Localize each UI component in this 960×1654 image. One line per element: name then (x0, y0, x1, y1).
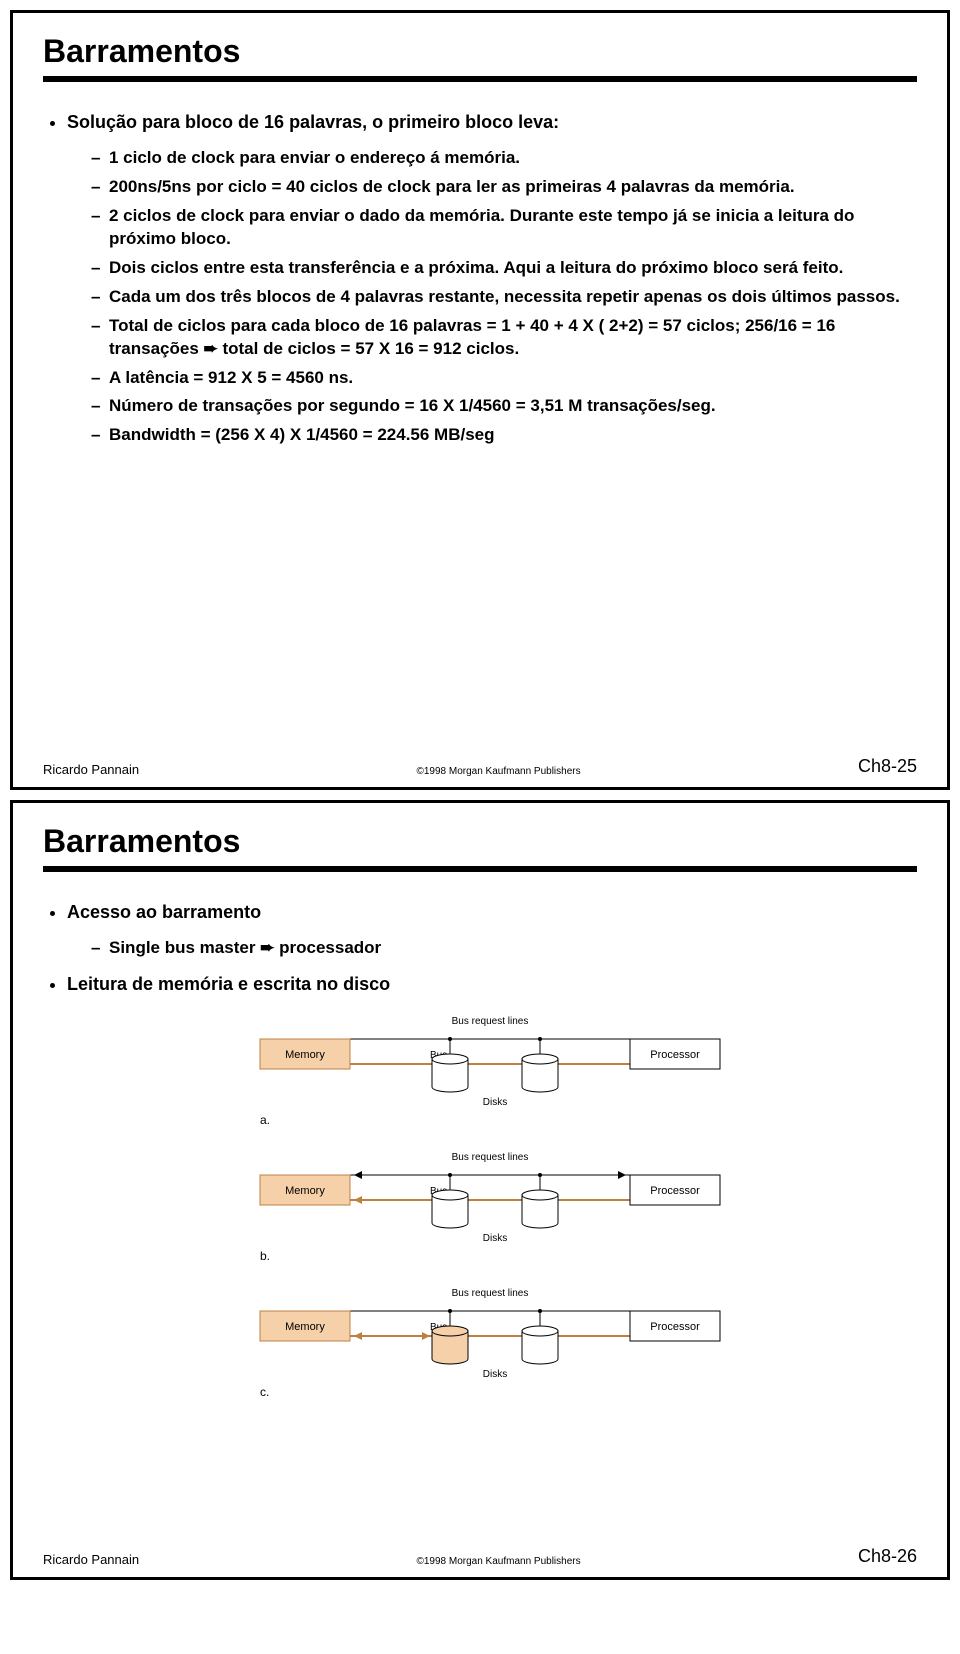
diagram-row-b: Bus request linesBusMemoryProcessorDisks… (200, 1145, 760, 1263)
bus-diagram: Bus request linesBusMemoryProcessorDisks… (200, 1009, 760, 1399)
diagram-label-a: a. (260, 1113, 760, 1127)
diagram-row-c: Bus request linesBusMemoryProcessorDisks… (200, 1281, 760, 1399)
sub-item: Cada um dos três blocos de 4 palavras re… (91, 286, 917, 309)
diagram-svg-a: Bus request linesBusMemoryProcessorDisks (200, 1009, 760, 1109)
bullet-main: Solução para bloco de 16 palavras, o pri… (67, 112, 917, 447)
slide-title: Barramentos (43, 33, 917, 70)
slide-content: Acesso ao barramento Single bus master ➨… (43, 902, 917, 1526)
svg-text:Disks: Disks (483, 1097, 507, 1108)
slide-footer: Ricardo Pannain ©1998 Morgan Kaufmann Pu… (43, 756, 917, 777)
bullet-leitura: Leitura de memória e escrita no disco (67, 974, 917, 995)
footer-author: Ricardo Pannain (43, 762, 139, 777)
bullet-main-text: Solução para bloco de 16 palavras, o pri… (67, 112, 559, 132)
footer-copyright: ©1998 Morgan Kaufmann Publishers (416, 766, 580, 777)
footer-page: Ch8-26 (858, 1546, 917, 1567)
svg-text:Bus request lines: Bus request lines (452, 1288, 529, 1299)
sub-item: A latência = 912 X 5 = 4560 ns. (91, 367, 917, 390)
diagram-row-a: Bus request linesBusMemoryProcessorDisks… (200, 1009, 760, 1127)
footer-author: Ricardo Pannain (43, 1552, 139, 1567)
footer-page: Ch8-25 (858, 756, 917, 777)
sub-item: Bandwidth = (256 X 4) X 1/4560 = 224.56 … (91, 424, 917, 447)
sub-item: 1 ciclo de clock para enviar o endereço … (91, 147, 917, 170)
sub-item: Total de ciclos para cada bloco de 16 pa… (91, 315, 917, 361)
slide-2: Barramentos Acesso ao barramento Single … (10, 800, 950, 1580)
title-underline (43, 76, 917, 82)
slide-1: Barramentos Solução para bloco de 16 pal… (10, 10, 950, 790)
bullet-acesso-text: Acesso ao barramento (67, 902, 261, 922)
diagram-label-c: c. (260, 1385, 760, 1399)
slide-title: Barramentos (43, 823, 917, 860)
sub-item: Single bus master ➨ processador (91, 937, 917, 960)
sub-item: Número de transações por segundo = 16 X … (91, 395, 917, 418)
slide-content: Solução para bloco de 16 palavras, o pri… (43, 112, 917, 736)
slide-footer: Ricardo Pannain ©1998 Morgan Kaufmann Pu… (43, 1546, 917, 1567)
svg-text:Processor: Processor (650, 1321, 700, 1333)
diagram-svg-c: Bus request linesBusMemoryProcessorDisks (200, 1281, 760, 1381)
svg-text:Disks: Disks (483, 1233, 507, 1244)
bullet-leitura-text: Leitura de memória e escrita no disco (67, 974, 390, 994)
svg-text:Bus request lines: Bus request lines (452, 1152, 529, 1163)
svg-text:Memory: Memory (285, 1321, 325, 1333)
svg-text:Memory: Memory (285, 1049, 325, 1061)
svg-text:Processor: Processor (650, 1049, 700, 1061)
sub-item: 2 ciclos de clock para enviar o dado da … (91, 205, 917, 251)
footer-copyright: ©1998 Morgan Kaufmann Publishers (416, 1556, 580, 1567)
sub-item: Dois ciclos entre esta transferência e a… (91, 257, 917, 280)
svg-text:Disks: Disks (483, 1369, 507, 1380)
diagram-label-b: b. (260, 1249, 760, 1263)
sub-item: 200ns/5ns por ciclo = 40 ciclos de clock… (91, 176, 917, 199)
svg-text:Memory: Memory (285, 1185, 325, 1197)
title-underline (43, 866, 917, 872)
svg-text:Processor: Processor (650, 1185, 700, 1197)
bullet-acesso: Acesso ao barramento Single bus master ➨… (67, 902, 917, 960)
svg-text:Bus request lines: Bus request lines (452, 1016, 529, 1027)
diagram-svg-b: Bus request linesBusMemoryProcessorDisks (200, 1145, 760, 1245)
